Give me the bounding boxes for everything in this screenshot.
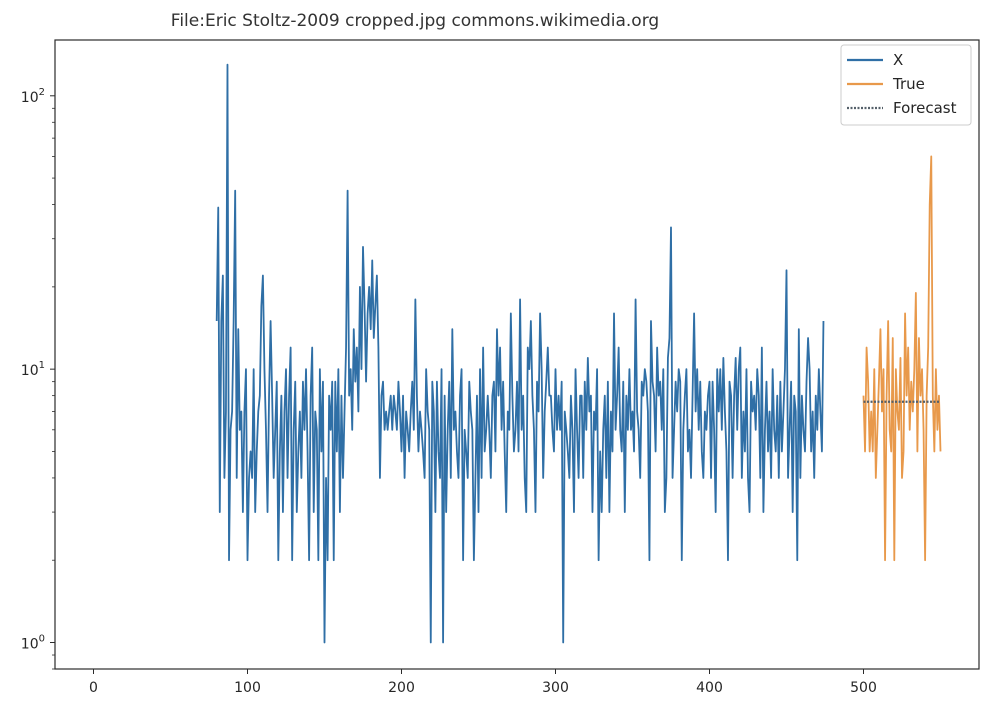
legend-label-true: True [892,75,925,93]
legend-box [840,44,972,126]
chart-title: File:Eric Stoltz-2009 cropped.jpg common… [171,11,659,31]
series-line-x [215,63,825,644]
y-tick-label: 100 [21,634,45,653]
x-tick-label: 500 [850,680,877,696]
x-tick-label: 100 [234,680,261,696]
legend-label-x: X [893,51,903,69]
x-tick-label: 0 [89,680,98,696]
y-tick-label: 101 [21,360,45,379]
legend-label-forecast: Forecast [893,99,957,117]
y-tick-label: 102 [21,87,45,106]
series-line-true [862,155,942,562]
x-tick-label: 300 [542,680,569,696]
plot-frame [54,39,980,670]
x-tick-label: 200 [388,680,415,696]
legend: X True Forecast [840,44,972,126]
x-tick-label: 400 [696,680,723,696]
plot-layer [215,63,942,644]
axes-layer: 0 100 200 300 400 500 100 101 102 [21,87,877,696]
